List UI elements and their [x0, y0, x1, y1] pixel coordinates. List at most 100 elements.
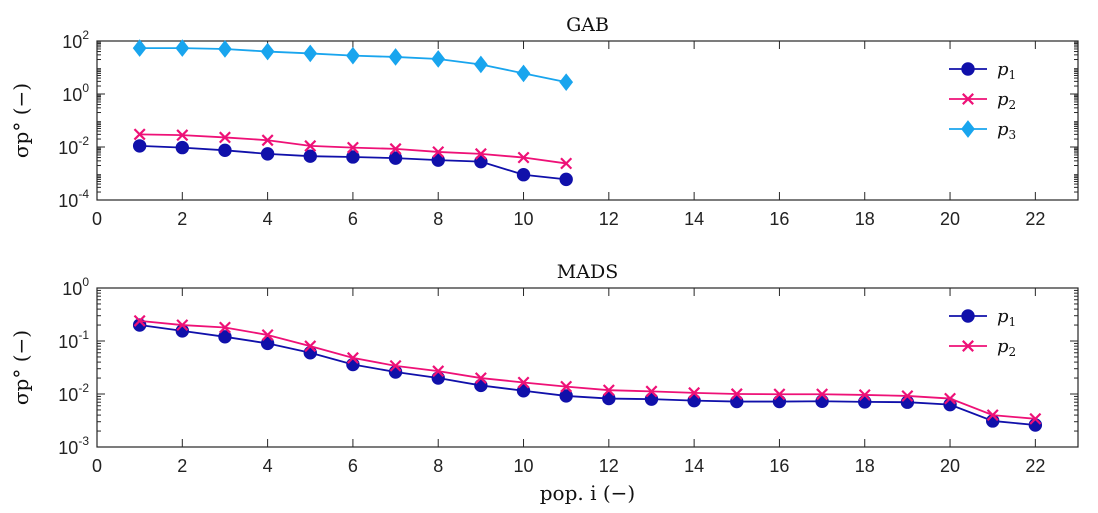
data-point [304, 340, 317, 353]
chart-title: MADS [557, 261, 618, 283]
data-point [559, 389, 573, 403]
data-point [389, 142, 402, 155]
axes-box [96, 40, 1079, 201]
series-line [139, 324, 1036, 426]
data-point [517, 151, 530, 164]
axes-box [96, 287, 1079, 448]
data-point [901, 389, 914, 402]
y-tick-label: 10-2 [58, 134, 89, 158]
data-point [260, 336, 275, 351]
x-tick-label: 6 [348, 209, 358, 229]
data-point [944, 392, 957, 405]
y-tick-label: 102 [62, 28, 89, 52]
data-point [261, 134, 274, 147]
x-axis-label: pop. i (−) [540, 481, 635, 505]
x-tick-label: 18 [855, 456, 875, 476]
data-point [602, 384, 615, 397]
data-point [346, 141, 359, 154]
data-point [1028, 418, 1043, 432]
series-p1 [132, 139, 573, 187]
data-point [133, 314, 146, 327]
data-point [517, 376, 530, 389]
data-point [474, 372, 487, 385]
data-point [431, 153, 445, 167]
x-tick-label: 8 [433, 456, 443, 476]
data-point [559, 172, 573, 187]
chart-title: GAB [566, 14, 609, 36]
data-point [474, 154, 488, 169]
x-tick-label: 22 [1025, 456, 1045, 476]
data-point [346, 150, 360, 164]
data-point [559, 73, 574, 91]
data-point [986, 409, 999, 422]
x-tick-label: 4 [263, 209, 273, 229]
data-point [688, 386, 701, 399]
data-point [218, 131, 231, 144]
legend-label: p3 [997, 119, 1016, 142]
data-point [474, 147, 487, 160]
y-tick-label: 100 [62, 275, 89, 299]
legend-marker [961, 120, 975, 138]
x-tick-label: 2 [177, 209, 187, 229]
x-tick-label: 12 [599, 209, 619, 229]
data-point [133, 128, 146, 141]
y-tick-label: 10-2 [58, 381, 89, 405]
data-point [645, 385, 658, 398]
data-point [176, 319, 189, 332]
legend-marker [962, 340, 974, 352]
data-point [175, 39, 190, 57]
y-tick-label: 10-3 [58, 434, 89, 458]
data-point [388, 365, 403, 379]
series-p2 [133, 314, 1042, 425]
data-point [815, 394, 829, 408]
series-p2 [133, 128, 573, 170]
x-tick-label: 6 [348, 456, 358, 476]
data-point [1029, 412, 1042, 425]
legend: p1 p2 p3 [937, 54, 1063, 154]
data-point [175, 140, 190, 155]
data-point [261, 328, 274, 341]
legend-marker [961, 309, 975, 323]
data-point [431, 50, 446, 68]
x-tick-label: 8 [433, 209, 443, 229]
x-tick-label: 0 [92, 456, 102, 476]
chart-mads: 0 2 4 6 8 10 12 14 16 18 20 22 10-3 10-2 10-1 100 MADS σp… [9, 261, 1079, 476]
data-point [900, 395, 915, 409]
legend-label: p2 [997, 89, 1016, 112]
data-point [260, 147, 275, 161]
data-point [304, 139, 317, 152]
data-point [432, 145, 445, 158]
x-tick-label: 18 [855, 209, 875, 229]
data-point [132, 139, 147, 153]
series-line [139, 319, 1036, 420]
x-tick-label: 16 [769, 456, 789, 476]
x-tick-label: 4 [263, 456, 273, 476]
x-tick-label: 16 [769, 209, 789, 229]
series-p3 [132, 39, 574, 91]
data-point [132, 39, 147, 57]
y-axis-label: σp° (−) [9, 83, 33, 158]
data-point [602, 391, 616, 406]
legend-marker [961, 62, 975, 76]
chart-gab: 0 2 4 6 8 10 12 14 16 18 20 22 10-4 10-2 100 102 GAB σp° … [9, 14, 1079, 229]
data-point [516, 64, 531, 83]
data-point [516, 168, 531, 182]
x-tick-label: 22 [1025, 209, 1045, 229]
y-minor-ticks [97, 289, 1078, 432]
data-point [858, 395, 872, 409]
data-point [176, 129, 189, 142]
data-point [816, 388, 829, 401]
data-point [388, 151, 403, 165]
data-point [516, 384, 531, 398]
x-tick-label: 14 [684, 209, 704, 229]
data-point [431, 371, 445, 385]
y-tick-label: 10-4 [58, 187, 89, 211]
data-point [473, 55, 488, 74]
data-point [560, 380, 573, 393]
x-tick-label: 14 [684, 456, 704, 476]
y-axis-label: σp° (−) [9, 330, 33, 405]
legend-marker [962, 93, 974, 105]
data-point [303, 346, 317, 360]
